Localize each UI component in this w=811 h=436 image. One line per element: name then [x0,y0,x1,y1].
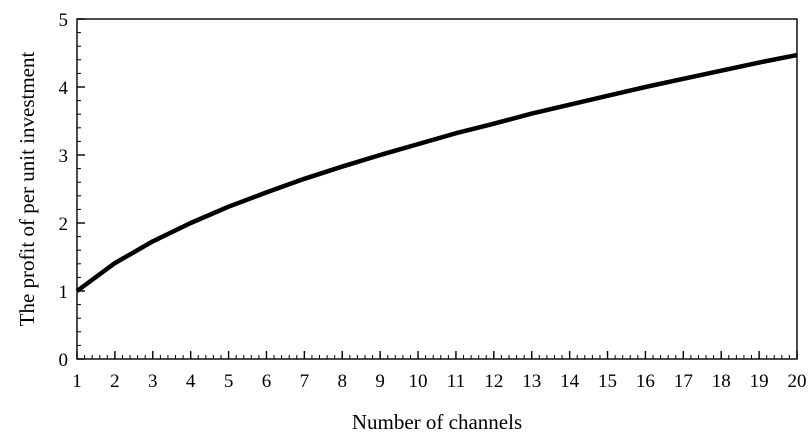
profit-series-line [75,52,798,293]
x-tick-label: 16 [636,371,655,392]
x-tick-label: 18 [712,371,731,392]
major-ticks [76,18,798,360]
y-tick-label: 2 [59,214,69,235]
x-tick-label: 1 [72,371,82,392]
x-tick-label: 8 [338,371,348,392]
x-tick-label: 17 [674,371,693,392]
plot-area-frame [76,18,798,360]
x-axis-title: Number of channels [352,410,522,434]
minor-ticks [76,18,798,360]
x-tick-label: 4 [186,371,196,392]
y-axis-title: The profit of per unit investment [15,51,39,326]
x-tick-label: 14 [560,371,580,392]
x-tick-label: 12 [484,371,503,392]
x-tick-label: 9 [375,371,385,392]
x-tick-label: 19 [750,371,769,392]
x-tick-label: 15 [598,371,617,392]
y-tick-label: 5 [59,10,69,31]
x-tick-label: 7 [300,371,310,392]
x-tick-label: 13 [522,371,541,392]
x-tick-label: 10 [409,371,428,392]
x-tick-label: 11 [447,371,465,392]
y-tick-label: 0 [59,350,69,371]
y-tick-label: 1 [59,282,69,303]
x-tick-label: 2 [110,371,120,392]
x-tick-label: 20 [788,371,807,392]
y-tick-label: 4 [59,78,69,99]
y-tick-label: 3 [59,146,69,167]
x-tick-label: 6 [262,371,272,392]
x-tick-label: 5 [224,371,234,392]
x-tick-label: 3 [148,371,158,392]
